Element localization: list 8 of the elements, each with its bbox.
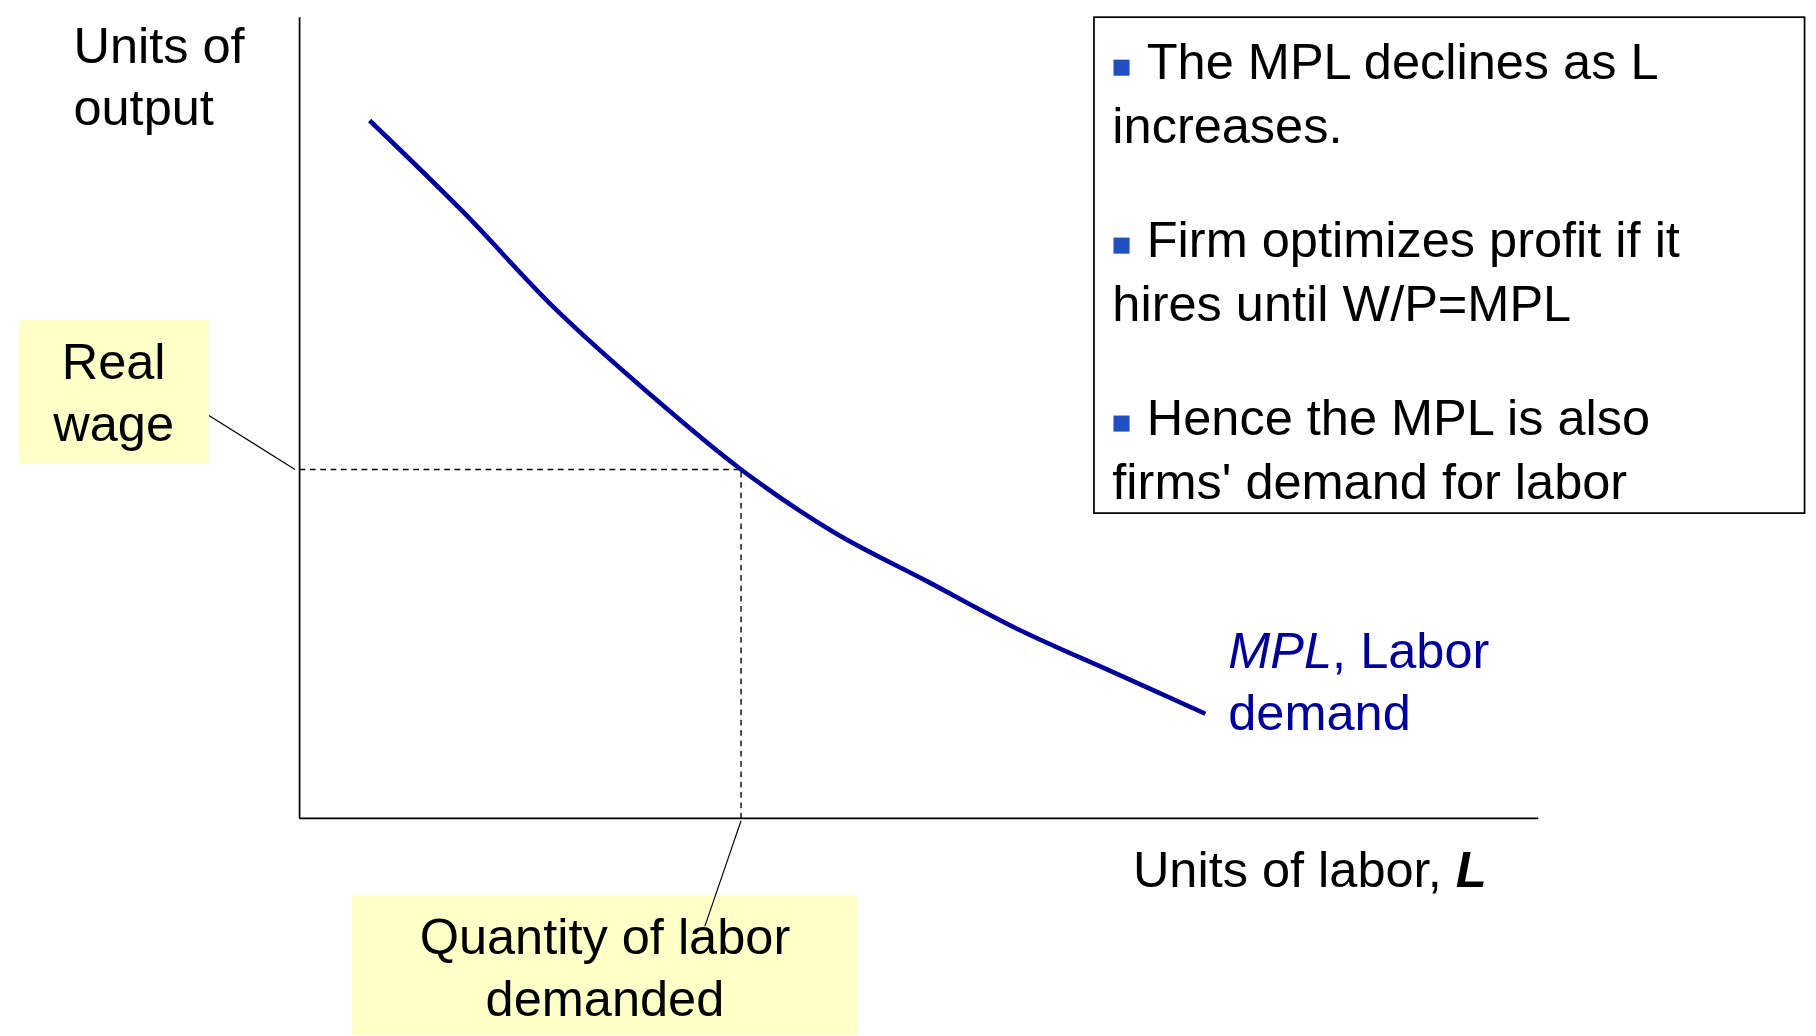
annotation: Firm optimizes profit if it hires until W/P=MPL <box>1112 211 1680 333</box>
y-axis-title: Units of output <box>73 17 246 137</box>
annotation: The MPL declines as L increases. <box>1112 33 1659 155</box>
text: Quantity of labor demanded <box>419 907 791 1027</box>
x-axis-title: Units of labor, L <box>1132 841 1487 899</box>
ref-line-label: Real wage <box>52 332 174 452</box>
series-label: MPL, Labor demand <box>1228 622 1490 742</box>
annotation: Hence the MPL is also firms' demand for labor <box>1112 389 1651 511</box>
